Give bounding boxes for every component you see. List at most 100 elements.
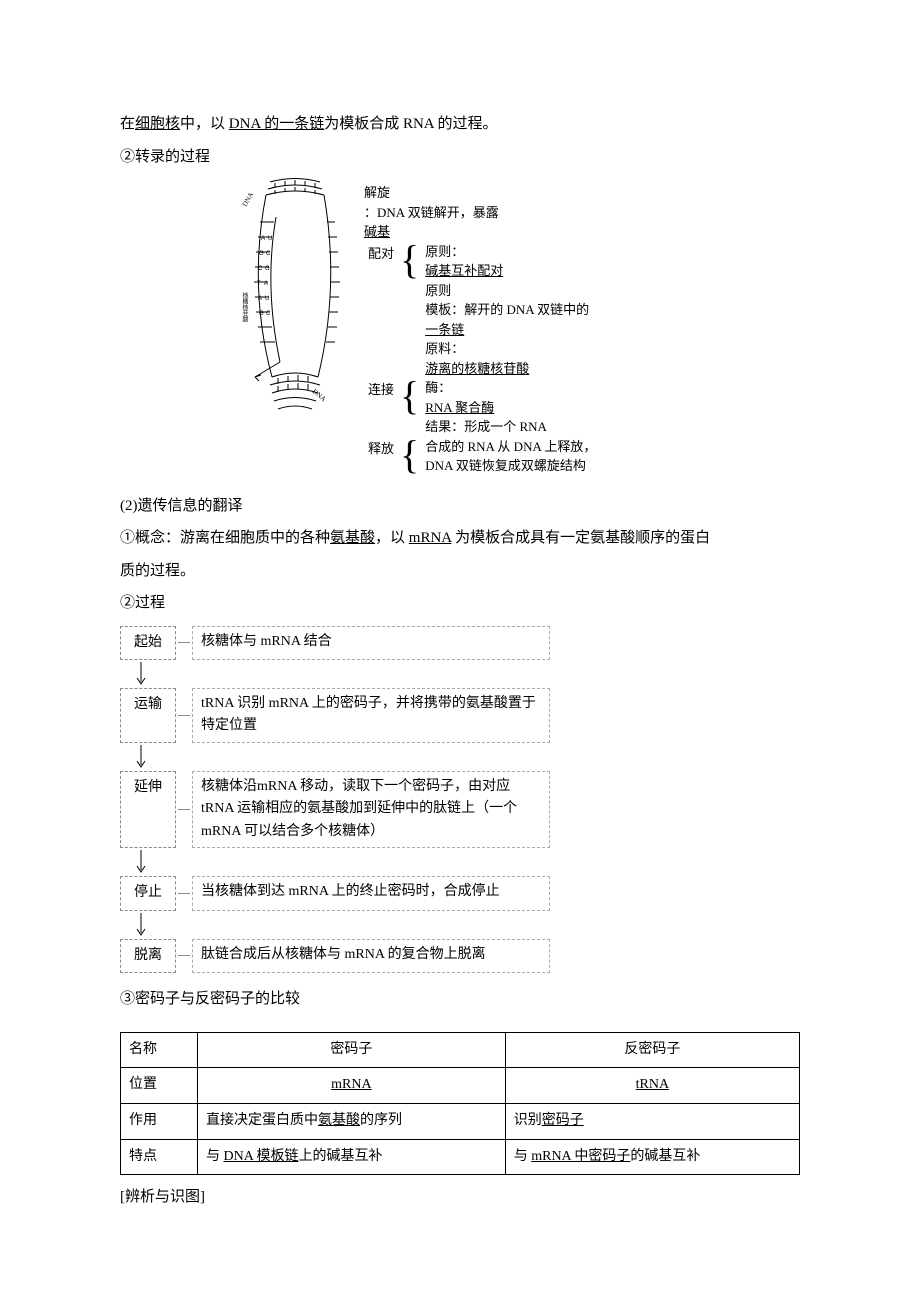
- flow-row: 起始 核糖体与 mRNA 结合: [120, 626, 550, 661]
- arrow-down-icon: [120, 660, 162, 688]
- th-name: 名称: [121, 1032, 198, 1068]
- cell: 与 mRNA 中密码子的碱基互补: [505, 1139, 799, 1175]
- flow-connector: [178, 955, 190, 956]
- nucleotide-label: 核糖核苷酸: [241, 291, 248, 323]
- row-head: 特点: [121, 1139, 198, 1175]
- t: 原料：: [425, 339, 589, 359]
- t: 的序列: [360, 1113, 402, 1128]
- table-row: 位置 mRNA tRNA: [121, 1068, 800, 1104]
- dna-diagram: AU GC CG TA AU GC DNA 核糖核苷酸 DNA: [240, 177, 350, 417]
- flow-connector: [178, 809, 190, 810]
- annot-pair: 配对 { 原则：碱基互补配对 原则 模板：解开的 DNA 双链中的一条链 原料：…: [364, 242, 596, 379]
- table-row: 特点 与 DNA 模板链上的碱基互补 与 mRNA 中密码子的碱基互补: [121, 1139, 800, 1175]
- u-dna-strand: DNA 的一条链: [229, 116, 324, 132]
- flow-tag-start: 起始: [120, 626, 176, 661]
- dna-label-2: DNA: [311, 387, 328, 403]
- label-pair: 配对: [364, 242, 394, 264]
- u-one-strand: 一条链: [425, 320, 589, 340]
- u-codon: 密码子: [542, 1113, 584, 1128]
- t: 与: [514, 1149, 532, 1164]
- u-dna-template: DNA 模板链: [224, 1149, 299, 1164]
- annot-unwind: 解旋：DNA 双链解开，暴露 碱基: [364, 183, 596, 242]
- flow-connector: [178, 642, 190, 643]
- u-amino-acid: 氨基酸: [330, 530, 375, 546]
- svg-text:A: A: [261, 236, 265, 242]
- t: 原则：: [425, 242, 589, 262]
- flow-row: 延伸 核糖体沿mRNA 移动，读取下一个密码子，由对应 tRNA 运输相应的氨基…: [120, 771, 550, 848]
- brace-icon: {: [400, 378, 419, 414]
- table-row: 作用 直接决定蛋白质中氨基酸的序列 识别密码子: [121, 1103, 800, 1139]
- translation-def-1: ①概念：游离在细胞质中的各种氨基酸，以 mRNA 为模板合成具有一定氨基酸顺序的…: [120, 524, 800, 553]
- t: 合成的 RNA 从 DNA 上释放，: [425, 437, 596, 457]
- flow-tag-release: 脱离: [120, 939, 176, 974]
- t: ，以: [375, 530, 409, 546]
- u-mrna: mRNA: [409, 530, 452, 546]
- t: 原则: [425, 281, 589, 301]
- t: 酶：: [425, 378, 547, 398]
- u-base: 碱基: [364, 222, 499, 242]
- intro-line-2: ②转录的过程: [120, 143, 800, 172]
- flow-desc: 肽链合成后从核糖体与 mRNA 的复合物上脱离: [192, 939, 550, 974]
- arrow-down-icon: [120, 848, 162, 876]
- arrow-down-icon: [120, 911, 162, 939]
- t: 解旋: [364, 183, 499, 203]
- svg-text:C: C: [266, 311, 271, 317]
- svg-text:U: U: [265, 296, 269, 302]
- flow-desc: tRNA 识别 mRNA 上的密码子，并将携带的氨基酸置于特定位置: [192, 688, 550, 743]
- t: 与: [206, 1149, 224, 1164]
- svg-text:G: G: [259, 311, 264, 317]
- cell: 与 DNA 模板链上的碱基互补: [198, 1139, 506, 1175]
- footer-note: [辨析与识图]: [120, 1183, 800, 1212]
- flow-tag-elongate: 延伸: [120, 771, 176, 848]
- svg-text:C: C: [258, 266, 263, 272]
- flow-row: 运输 tRNA 识别 mRNA 上的密码子，并将携带的氨基酸置于特定位置: [120, 688, 550, 743]
- label-release: 释放: [364, 437, 394, 459]
- u-nucleus: 细胞核: [135, 116, 180, 132]
- flow-row: 停止 当核糖体到达 mRNA 上的终止密码时，合成停止: [120, 876, 550, 911]
- table-row: 名称 密码子 反密码子: [121, 1032, 800, 1068]
- t: 的碱基互补: [630, 1149, 700, 1164]
- u-rna-polymerase: RNA 聚合酶: [425, 398, 547, 418]
- flow-tag-stop: 停止: [120, 876, 176, 911]
- u-mrna-codon: mRNA 中密码子: [531, 1149, 630, 1164]
- flow-desc: 核糖体与 mRNA 结合: [192, 626, 550, 661]
- t: 识别: [514, 1113, 542, 1128]
- flow-desc: 当核糖体到达 mRNA 上的终止密码时，合成停止: [192, 876, 550, 911]
- codon-compare-table: 名称 密码子 反密码子 位置 mRNA tRNA 作用 直接决定蛋白质中氨基酸的…: [120, 1032, 800, 1175]
- t: 模板：解开的 DNA 双链中的: [425, 300, 589, 320]
- svg-text:C: C: [266, 251, 271, 257]
- translation-heading: (2)遗传信息的翻译: [120, 492, 800, 521]
- cell: 识别密码子: [505, 1103, 799, 1139]
- annot-link: 连接 { 酶：RNA 聚合酶 结果：形成一个 RNA: [364, 378, 596, 437]
- flow-row: 脱离 肽链合成后从核糖体与 mRNA 的复合物上脱离: [120, 939, 550, 974]
- flow-desc: 核糖体沿mRNA 移动，读取下一个密码子，由对应 tRNA 运输相应的氨基酸加到…: [192, 771, 550, 848]
- page-container: 在细胞核中，以 DNA 的一条链为模板合成 RNA 的过程。 ②转录的过程: [0, 0, 920, 1302]
- t: 在: [120, 116, 135, 132]
- compare-heading: ③密码子与反密码子的比较: [120, 985, 800, 1014]
- th-anticodon: 反密码子: [505, 1032, 799, 1068]
- transcription-annotations: 解旋：DNA 双链解开，暴露 碱基 配对 { 原则：碱基互补配对 原则 模板：解…: [364, 177, 596, 482]
- t: 结果：形成一个 RNA: [425, 417, 547, 437]
- translation-def-2: 质的过程。: [120, 557, 800, 586]
- t: 为模板合成具有一定氨基酸顺序的蛋白: [451, 530, 710, 546]
- svg-text:A: A: [264, 281, 268, 287]
- t: ：DNA 双链解开，暴露: [364, 203, 499, 223]
- flow-tag-transport: 运输: [120, 688, 176, 743]
- t: 直接决定蛋白质中: [206, 1113, 318, 1128]
- intro-line-1: 在细胞核中，以 DNA 的一条链为模板合成 RNA 的过程。: [120, 110, 800, 139]
- row-head: 作用: [121, 1103, 198, 1139]
- t: ①概念：游离在细胞质中的各种: [120, 530, 330, 546]
- row-head: 位置: [121, 1068, 198, 1104]
- u-amino-acid: 氨基酸: [318, 1113, 360, 1128]
- th-codon: 密码子: [198, 1032, 506, 1068]
- svg-text:G: G: [265, 266, 270, 272]
- transcription-figure: AU GC CG TA AU GC DNA 核糖核苷酸 DNA 解旋：DNA 双…: [240, 177, 800, 482]
- u-trna: tRNA: [636, 1077, 669, 1092]
- t: 上的碱基互补: [299, 1149, 383, 1164]
- annot-release: 释放 { 合成的 RNA 从 DNA 上释放， DNA 双链恢复成双螺旋结构: [364, 437, 596, 476]
- svg-text:G: G: [259, 251, 264, 257]
- cell: mRNA: [198, 1068, 506, 1104]
- u-mrna: mRNA: [331, 1077, 371, 1092]
- process-heading: ②过程: [120, 589, 800, 618]
- arrow-down-icon: [120, 743, 162, 771]
